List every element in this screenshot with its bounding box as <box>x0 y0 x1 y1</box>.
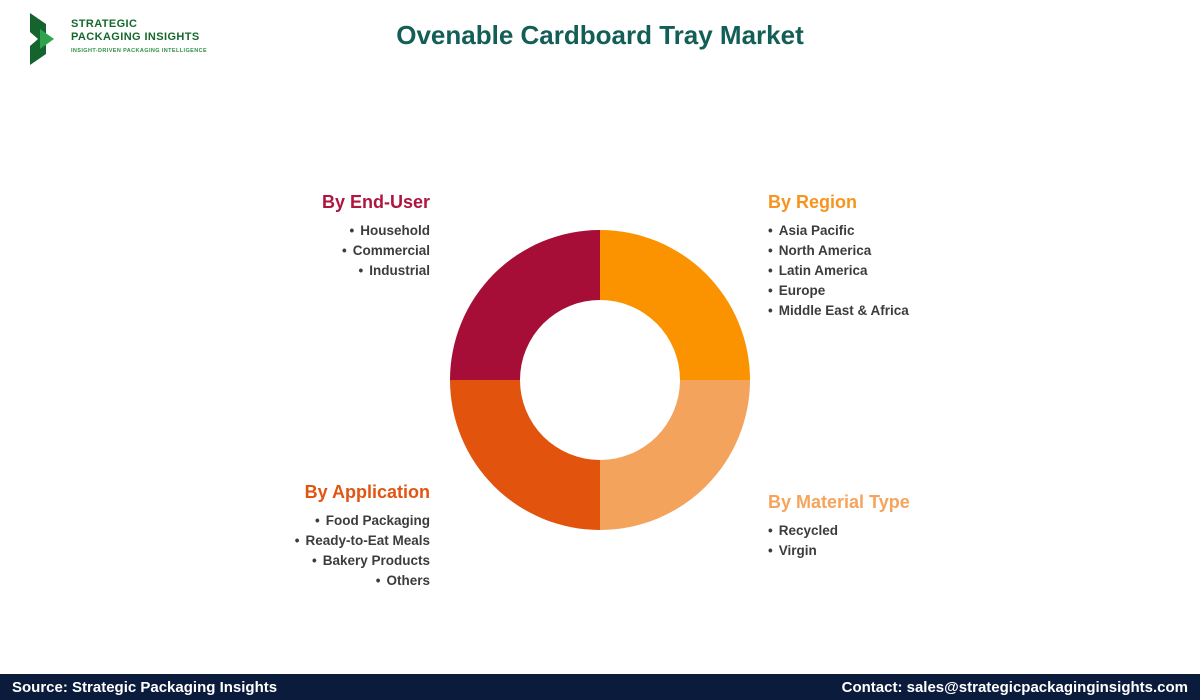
section-material-title: By Material Type <box>768 492 910 512</box>
list-item: Commercial <box>130 241 430 261</box>
section-region-title: By Region <box>768 192 858 212</box>
page-title: Ovenable Cardboard Tray Market <box>396 20 804 50</box>
list-item: Industrial <box>130 261 430 281</box>
section-material: By Material Type Recycled Virgin <box>768 492 1068 561</box>
logo-name-line2: PACKAGING INSIGHTS <box>71 31 200 43</box>
section-end-user-title: By End-User <box>321 192 430 212</box>
list-item: Recycled <box>768 521 1068 541</box>
section-region: By Region Asia Pacific North America Lat… <box>768 192 1068 321</box>
list-item: Latin America <box>768 261 1068 281</box>
logo-chevron-icon <box>30 13 54 65</box>
donut-chart <box>450 230 750 530</box>
section-application-list: Food Packaging Ready-to-Eat Meals Bakery… <box>130 511 430 591</box>
brand-logo: STRATEGIC PACKAGING INSIGHTS INSIGHT-DRI… <box>30 12 207 66</box>
donut-segment-material <box>600 380 750 530</box>
list-item: Middle East & Africa <box>768 301 1068 321</box>
logo-tagline: INSIGHT-DRIVEN PACKAGING INTELLIGENCE <box>71 48 208 54</box>
list-item: Virgin <box>768 541 1068 561</box>
footer-bar: Source: Strategic Packaging Insights Con… <box>0 674 1200 700</box>
section-material-list: Recycled Virgin <box>768 521 1068 561</box>
footer-contact: Contact: sales@strategicpackaginginsight… <box>841 678 1188 696</box>
logo-name-line1: STRATEGIC <box>71 18 138 30</box>
logo-text: STRATEGIC PACKAGING INSIGHTS INSIGHT-DRI… <box>71 12 207 54</box>
donut-segment-end-user <box>450 230 600 380</box>
list-item: Household <box>130 221 430 241</box>
section-end-user: By End-User Household Commercial Industr… <box>130 192 430 281</box>
list-item: North America <box>768 241 1068 261</box>
list-item: Food Packaging <box>130 511 430 531</box>
section-application-title: By Application <box>304 482 430 502</box>
section-end-user-list: Household Commercial Industrial <box>130 221 430 281</box>
section-application: By Application Food Packaging Ready-to-E… <box>130 482 430 591</box>
donut-segment-region <box>600 230 750 380</box>
list-item: Asia Pacific <box>768 221 1068 241</box>
footer-source: Source: Strategic Packaging Insights <box>12 678 278 696</box>
list-item: Others <box>130 571 430 591</box>
list-item: Bakery Products <box>130 551 430 571</box>
section-region-list: Asia Pacific North America Latin America… <box>768 221 1068 321</box>
list-item: Europe <box>768 281 1068 301</box>
list-item: Ready-to-Eat Meals <box>130 531 430 551</box>
donut-segment-application <box>450 380 600 530</box>
